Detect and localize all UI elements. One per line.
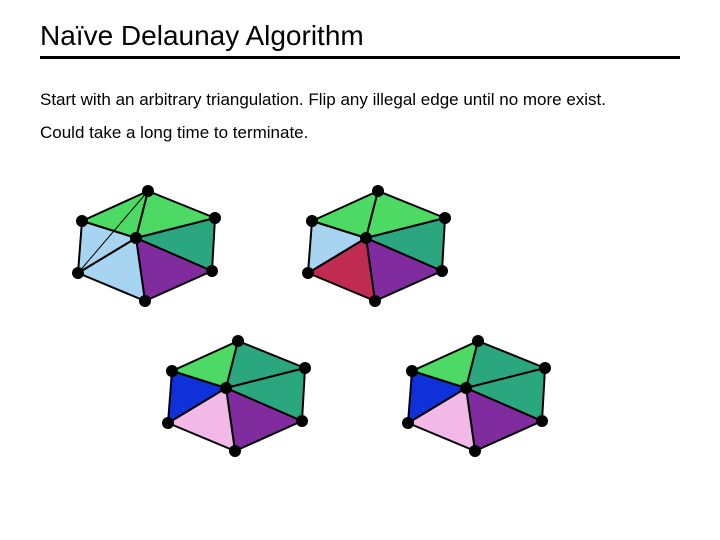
vertex bbox=[299, 362, 311, 374]
figures-area bbox=[40, 163, 680, 483]
vertex bbox=[220, 382, 232, 394]
vertex bbox=[536, 415, 548, 427]
vertex bbox=[406, 365, 418, 377]
body-line-2: Could take a long time to terminate. bbox=[40, 122, 680, 145]
figure-1-svg bbox=[40, 173, 250, 313]
vertex bbox=[302, 267, 314, 279]
vertex bbox=[206, 265, 218, 277]
vertex bbox=[296, 415, 308, 427]
vertex bbox=[166, 365, 178, 377]
body-line-1: Start with an arbitrary triangulation. F… bbox=[40, 89, 680, 112]
vertex bbox=[360, 232, 372, 244]
vertex bbox=[139, 295, 151, 307]
figure-1 bbox=[40, 173, 250, 313]
vertex bbox=[372, 185, 384, 197]
figure-2 bbox=[270, 173, 480, 313]
figure-4-svg bbox=[370, 323, 580, 463]
vertex bbox=[76, 215, 88, 227]
slide-title: Naïve Delaunay Algorithm bbox=[40, 20, 680, 52]
vertex bbox=[229, 445, 241, 457]
vertex bbox=[472, 335, 484, 347]
vertex bbox=[232, 335, 244, 347]
vertex bbox=[539, 362, 551, 374]
figure-3 bbox=[130, 323, 340, 463]
figure-3-svg bbox=[130, 323, 340, 463]
vertex bbox=[130, 232, 142, 244]
vertex bbox=[436, 265, 448, 277]
title-rule bbox=[40, 56, 680, 59]
vertex bbox=[72, 267, 84, 279]
vertex bbox=[369, 295, 381, 307]
vertex bbox=[162, 417, 174, 429]
vertex bbox=[142, 185, 154, 197]
vertex bbox=[439, 212, 451, 224]
vertex bbox=[402, 417, 414, 429]
vertex bbox=[306, 215, 318, 227]
vertex bbox=[469, 445, 481, 457]
figure-2-svg bbox=[270, 173, 480, 313]
figure-4 bbox=[370, 323, 580, 463]
vertex bbox=[209, 212, 221, 224]
vertex bbox=[460, 382, 472, 394]
